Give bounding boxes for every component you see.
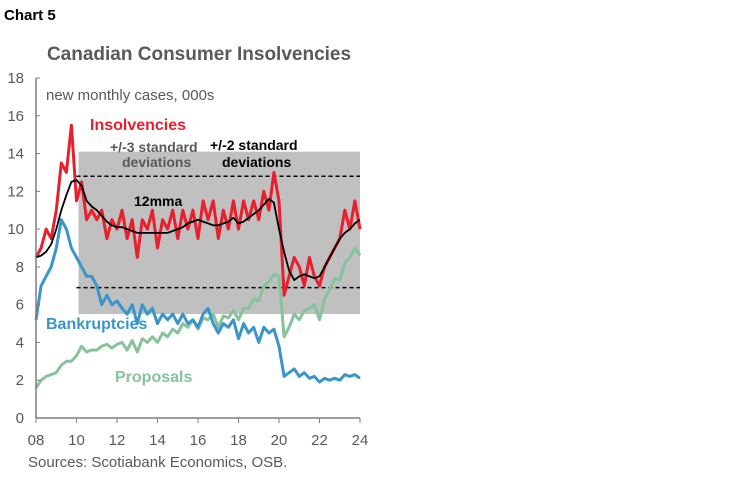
series-line-12mma [35, 179, 361, 282]
x-tick-label: 10 [68, 432, 85, 449]
series-line-insolvencies [34, 123, 362, 297]
series-line-bankruptcies [34, 218, 361, 384]
label-12mma: 12mma [134, 193, 182, 209]
y-tick-label: 4 [16, 334, 24, 351]
y-tick-label: 12 [7, 183, 24, 200]
y-tick-label: 0 [16, 410, 24, 427]
label-insolvencies: Insolvencies [90, 117, 186, 134]
x-tick-label: 14 [149, 432, 166, 449]
y-tick-label: 8 [16, 259, 24, 276]
series-line-proposals [34, 246, 362, 389]
x-tick-label: 18 [230, 432, 247, 449]
y-tick-label: 16 [7, 108, 24, 125]
x-tick-label: 24 [352, 432, 369, 449]
y-tick-label: 10 [7, 221, 24, 238]
chart-title: Canadian Consumer Insolvencies [47, 44, 351, 65]
y-tick-label: 18 [7, 70, 24, 87]
refline-label-line2: deviations [222, 154, 291, 170]
x-tick-label: 22 [311, 432, 328, 449]
x-tick-label: 16 [190, 432, 207, 449]
refline-label-line1: +/-2 standard [210, 137, 298, 153]
label-bankruptcies: Bankruptcies [46, 316, 147, 333]
y-tick-label: 14 [7, 146, 24, 163]
x-tick-label: 12 [109, 432, 126, 449]
series-layer [34, 123, 362, 389]
x-tick-label: 08 [28, 432, 45, 449]
y-tick-label: 2 [16, 372, 24, 389]
chart-number: Chart 5 [4, 7, 56, 24]
band-label-line2: deviations [122, 154, 191, 170]
reference-lines [76, 175, 360, 289]
chart-subtitle: new monthly cases, 000s [46, 87, 214, 104]
y-tick-label: 6 [16, 297, 24, 314]
label-proposals: Proposals [115, 369, 192, 386]
source-note: Sources: Scotiabank Economics, OSB. [28, 454, 287, 471]
x-tick-label: 20 [271, 432, 288, 449]
band-label-line1: +/-3 standard [110, 139, 198, 155]
